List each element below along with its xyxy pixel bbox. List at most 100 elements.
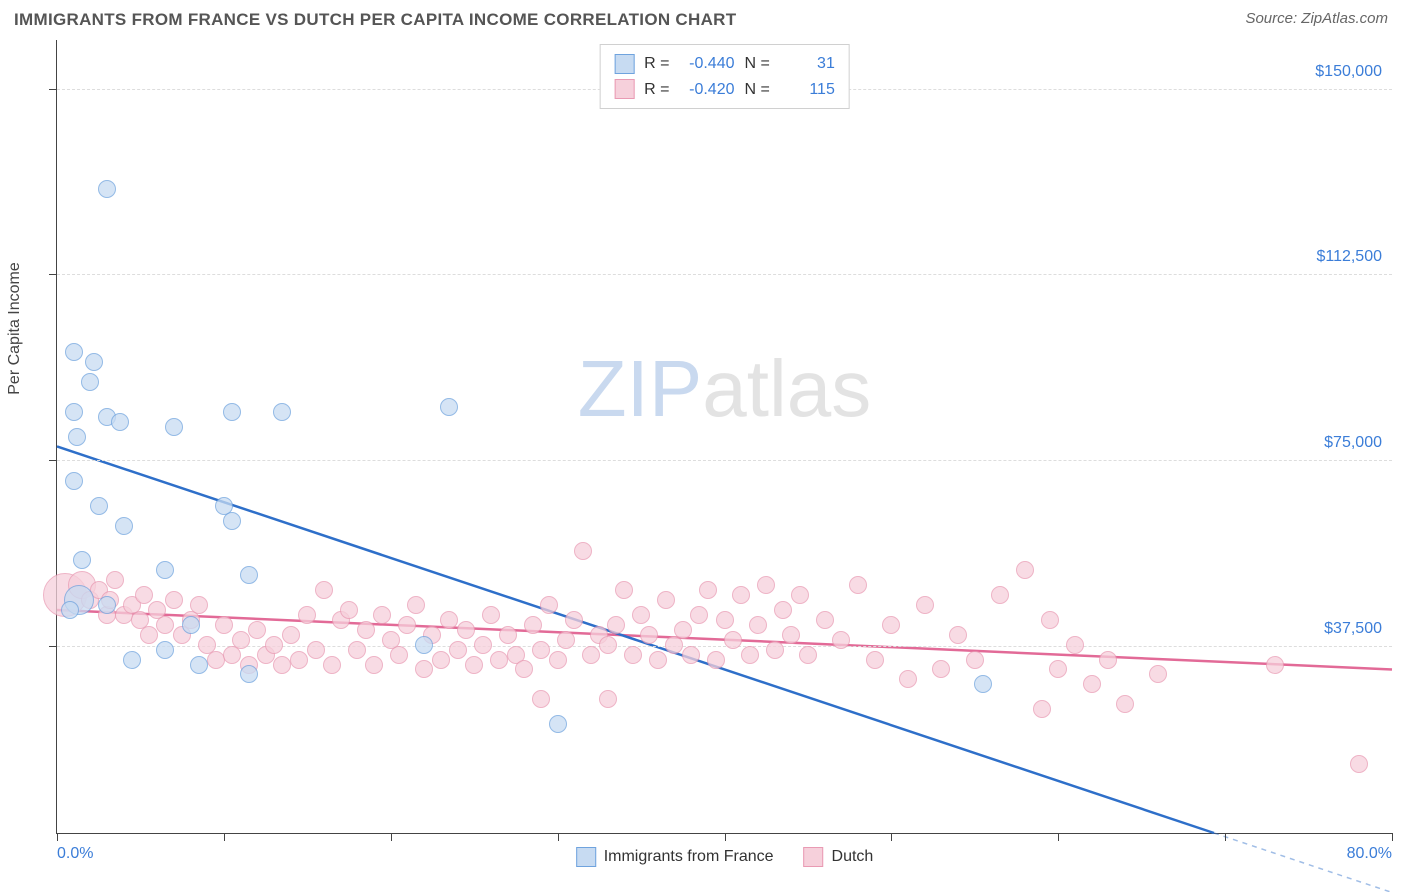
point-dutch: [357, 621, 375, 639]
correlation-legend: R = -0.440 N = 31 R = -0.420 N = 115: [599, 44, 850, 109]
gridline: [57, 274, 1392, 275]
point-france: [223, 512, 241, 530]
point-dutch: [774, 601, 792, 619]
point-dutch: [1033, 700, 1051, 718]
point-dutch: [699, 581, 717, 599]
point-dutch: [273, 656, 291, 674]
point-dutch: [415, 660, 433, 678]
x-tick: [224, 833, 225, 841]
point-dutch: [540, 596, 558, 614]
point-dutch: [574, 542, 592, 560]
swatch-pink-icon: [804, 847, 824, 867]
point-dutch: [307, 641, 325, 659]
trend-lines: [57, 40, 1392, 833]
y-tick-label: $150,000: [1315, 63, 1382, 81]
y-tick-label: $37,500: [1324, 620, 1382, 638]
point-dutch: [549, 651, 567, 669]
y-tick-label: $112,500: [1316, 248, 1382, 266]
point-dutch: [1350, 755, 1368, 773]
point-dutch: [373, 606, 391, 624]
point-france: [165, 418, 183, 436]
point-dutch: [215, 616, 233, 634]
point-dutch: [632, 606, 650, 624]
point-dutch: [457, 621, 475, 639]
y-tick: [49, 274, 57, 275]
x-tick: [891, 833, 892, 841]
point-dutch: [449, 641, 467, 659]
point-dutch: [966, 651, 984, 669]
point-dutch: [899, 670, 917, 688]
point-dutch: [340, 601, 358, 619]
point-dutch: [866, 651, 884, 669]
x-tick: [1392, 833, 1393, 841]
x-tick: [57, 833, 58, 841]
y-axis-label: Per Capita Income: [6, 262, 24, 395]
point-dutch: [849, 576, 867, 594]
legend-item-france: Immigrants from France: [576, 847, 774, 867]
point-dutch: [290, 651, 308, 669]
point-dutch: [832, 631, 850, 649]
point-france: [273, 403, 291, 421]
point-dutch: [741, 646, 759, 664]
y-tick: [49, 89, 57, 90]
point-france: [415, 636, 433, 654]
plot-area: ZIPatlas R = -0.440 N = 31 R = -0.420 N …: [56, 40, 1392, 834]
point-dutch: [140, 626, 158, 644]
point-france: [223, 403, 241, 421]
point-dutch: [1116, 695, 1134, 713]
point-dutch: [1099, 651, 1117, 669]
point-dutch: [766, 641, 784, 659]
chart-title: IMMIGRANTS FROM FRANCE VS DUTCH PER CAPI…: [14, 10, 736, 30]
point-dutch: [749, 616, 767, 634]
point-dutch: [599, 636, 617, 654]
point-dutch: [1016, 561, 1034, 579]
point-dutch: [799, 646, 817, 664]
point-france: [549, 715, 567, 733]
point-dutch: [782, 626, 800, 644]
point-dutch: [265, 636, 283, 654]
chart-container: Per Capita Income ZIPatlas R = -0.440 N …: [14, 40, 1392, 882]
swatch-blue-icon: [576, 847, 596, 867]
point-france: [156, 561, 174, 579]
point-france: [90, 497, 108, 515]
point-dutch: [106, 571, 124, 589]
point-dutch: [298, 606, 316, 624]
point-france: [65, 343, 83, 361]
point-dutch: [440, 611, 458, 629]
point-dutch: [515, 660, 533, 678]
y-tick: [49, 646, 57, 647]
point-dutch: [916, 596, 934, 614]
point-dutch: [1066, 636, 1084, 654]
point-dutch: [323, 656, 341, 674]
point-dutch: [524, 616, 542, 634]
point-dutch: [599, 690, 617, 708]
point-dutch: [557, 631, 575, 649]
point-dutch: [757, 576, 775, 594]
point-dutch: [465, 656, 483, 674]
legend-row-blue: R = -0.440 N = 31: [614, 51, 835, 77]
point-dutch: [390, 646, 408, 664]
point-dutch: [532, 690, 550, 708]
point-france: [182, 616, 200, 634]
x-tick: [725, 833, 726, 841]
legend-label: Dutch: [832, 848, 874, 866]
gridline: [57, 460, 1392, 461]
y-tick-label: $75,000: [1324, 434, 1382, 452]
point-dutch: [724, 631, 742, 649]
swatch-blue-icon: [614, 54, 634, 74]
point-dutch: [398, 616, 416, 634]
point-dutch: [165, 591, 183, 609]
point-dutch: [716, 611, 734, 629]
point-dutch: [640, 626, 658, 644]
point-dutch: [791, 586, 809, 604]
point-france: [65, 472, 83, 490]
point-dutch: [499, 626, 517, 644]
point-france: [115, 517, 133, 535]
point-dutch: [365, 656, 383, 674]
point-dutch: [732, 586, 750, 604]
legend-label: Immigrants from France: [604, 848, 774, 866]
point-dutch: [407, 596, 425, 614]
point-france: [240, 566, 258, 584]
point-dutch: [282, 626, 300, 644]
point-france: [98, 596, 116, 614]
